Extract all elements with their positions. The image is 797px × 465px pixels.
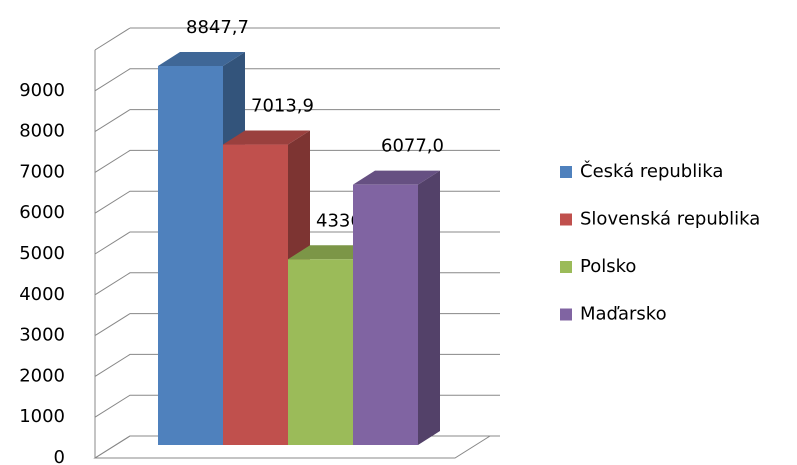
bar (353, 184, 418, 446)
data-label: 7013,9 (251, 96, 314, 117)
legend-swatch (560, 213, 572, 226)
y-tick-label: 7000 (19, 161, 65, 182)
y-tick-label: 3000 (19, 325, 65, 346)
y-tick-label: 4000 (19, 284, 65, 305)
bar (158, 66, 223, 445)
y-tick-label: 8000 (19, 121, 65, 142)
legend-swatch (560, 166, 572, 178)
bar (288, 259, 353, 445)
wall-top (94, 27, 131, 51)
grid-line (94, 109, 500, 133)
bar-top (158, 52, 245, 66)
legend-label: Polsko (580, 256, 636, 277)
legend-label: Česká republika (580, 160, 723, 182)
y-tick-label: 9000 (19, 80, 65, 101)
legend-swatch (560, 261, 572, 273)
data-label: 6077,0 (381, 136, 444, 157)
y-tick-label: 6000 (19, 202, 65, 223)
data-label: 8847,7 (186, 17, 249, 38)
y-tick-label: 0 (54, 447, 65, 465)
y-tick-label: 2000 (19, 365, 65, 386)
bar (223, 144, 288, 445)
grid-line (94, 68, 500, 92)
grid-line (94, 149, 500, 173)
y-tick-label: 5000 (19, 243, 65, 264)
legend-label: Maďarsko (580, 304, 667, 325)
y-tick-label: 1000 (19, 406, 65, 427)
legend-label: Slovenská republika (580, 209, 760, 230)
legend-swatch (560, 308, 572, 321)
bar-top (353, 170, 440, 185)
bar-top (223, 130, 310, 145)
bar-side (418, 170, 440, 446)
